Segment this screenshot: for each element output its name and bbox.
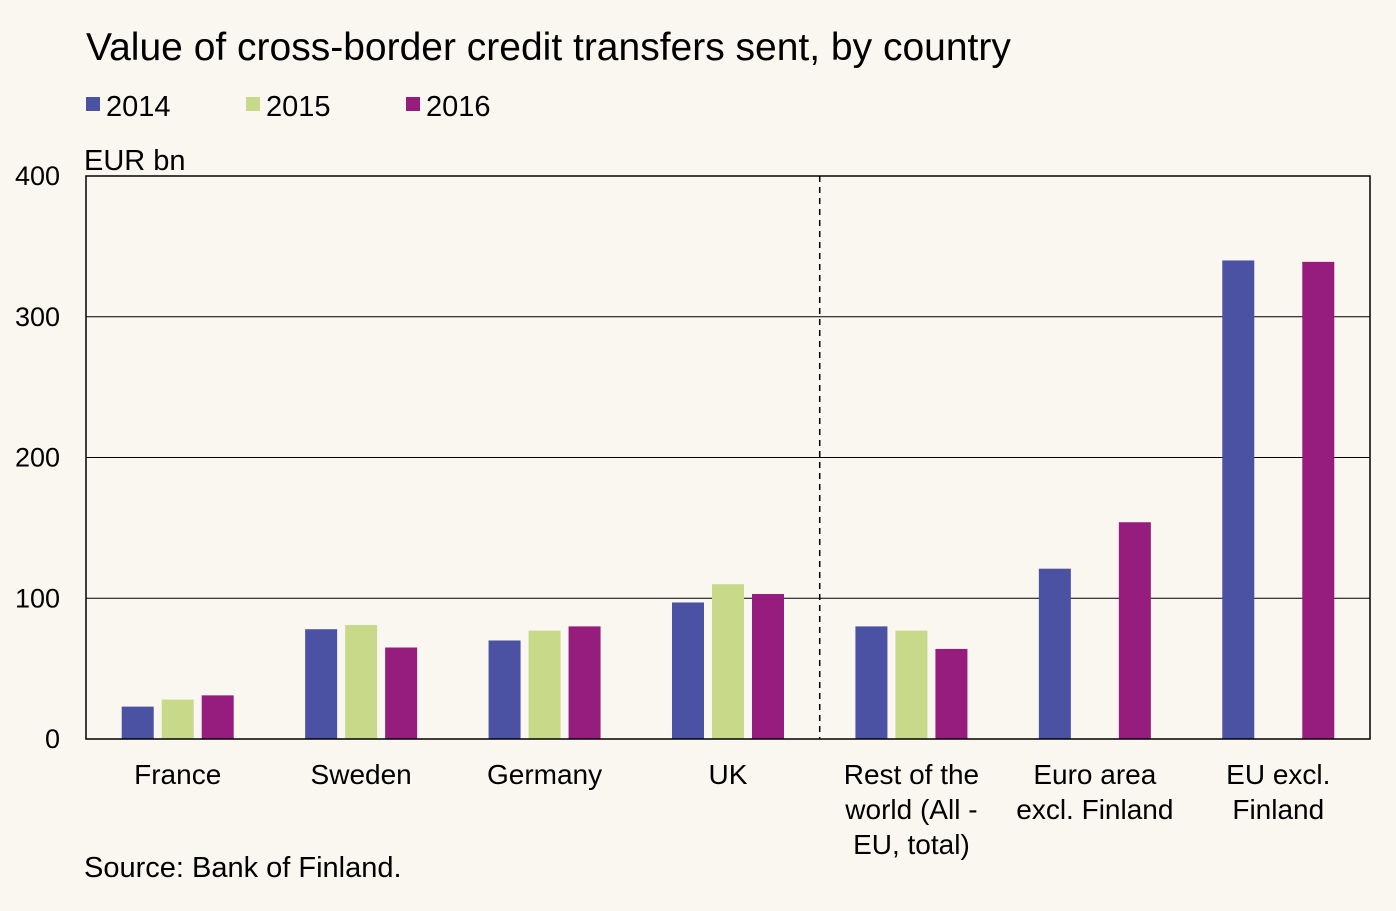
- bar-2016: [568, 626, 601, 739]
- bar-2014: [1222, 260, 1255, 739]
- bar-2015: [161, 699, 194, 739]
- bar-2016: [1118, 522, 1151, 739]
- y-unit-label: EUR bn: [84, 145, 186, 177]
- x-category-line: EU, total): [853, 829, 970, 860]
- y-tick-label: 400: [15, 161, 60, 191]
- bar-2015: [528, 630, 561, 739]
- bar-2015: [345, 624, 378, 739]
- y-tick-label: 200: [15, 443, 60, 473]
- plot-frame: [85, 175, 1371, 740]
- chart-title: Value of cross-border credit transfers s…: [86, 26, 1011, 69]
- y-tick-label: 0: [45, 724, 60, 754]
- x-category-label: Rest of the world (All - EU, total): [844, 759, 979, 860]
- bar-2014: [855, 626, 888, 739]
- x-category-line: UK: [709, 759, 748, 790]
- bar-2015: [895, 630, 928, 739]
- legend-swatch: [246, 97, 260, 111]
- gridlines: [86, 316, 1370, 599]
- bar-2014: [121, 706, 154, 739]
- bar-2014: [1038, 568, 1071, 739]
- legend-label: 2016: [426, 91, 491, 123]
- x-category-line: Sweden: [311, 759, 412, 790]
- bar-2015: [712, 584, 744, 739]
- x-category-line: world (All -: [844, 794, 977, 825]
- bar-2016: [752, 594, 784, 739]
- bar-2014: [305, 629, 338, 739]
- x-category-label: Germany: [487, 759, 602, 790]
- x-category-line: Rest of the: [844, 759, 979, 790]
- bar-2016: [201, 695, 234, 739]
- legend-label: 2014: [106, 91, 171, 123]
- bar-2014: [672, 602, 704, 739]
- y-axis-ticks: 0 100 200 300 400: [15, 161, 60, 754]
- x-category-label: Sweden: [311, 759, 412, 790]
- legend: 2014 2015 2016: [86, 91, 491, 123]
- legend-swatch: [406, 97, 420, 111]
- x-axis-categories: France Sweden Germany UK Rest of the world (A…: [134, 759, 1330, 860]
- legend-swatch: [86, 97, 100, 111]
- x-category-line: France: [134, 759, 221, 790]
- source-note: Source: Bank of Finland.: [84, 852, 402, 884]
- x-category-line: Finland: [1232, 794, 1324, 825]
- y-tick-label: 300: [15, 302, 60, 332]
- x-category-label: EU excl. Finland: [1226, 759, 1330, 825]
- legend-label: 2015: [266, 91, 331, 123]
- x-category-line: Euro area: [1033, 759, 1156, 790]
- x-category-label: France: [134, 759, 221, 790]
- bar-2016: [935, 648, 968, 739]
- bar-2016: [385, 647, 418, 739]
- x-category-label: Euro area excl. Finland: [1016, 759, 1173, 825]
- bars: [121, 260, 1335, 739]
- bar-2016: [1302, 261, 1335, 739]
- x-category-line: excl. Finland: [1016, 794, 1173, 825]
- x-category-line: Germany: [487, 759, 602, 790]
- bar-2014: [488, 640, 521, 739]
- x-category-label: UK: [709, 759, 748, 790]
- x-category-line: EU excl.: [1226, 759, 1330, 790]
- y-tick-label: 100: [15, 583, 60, 613]
